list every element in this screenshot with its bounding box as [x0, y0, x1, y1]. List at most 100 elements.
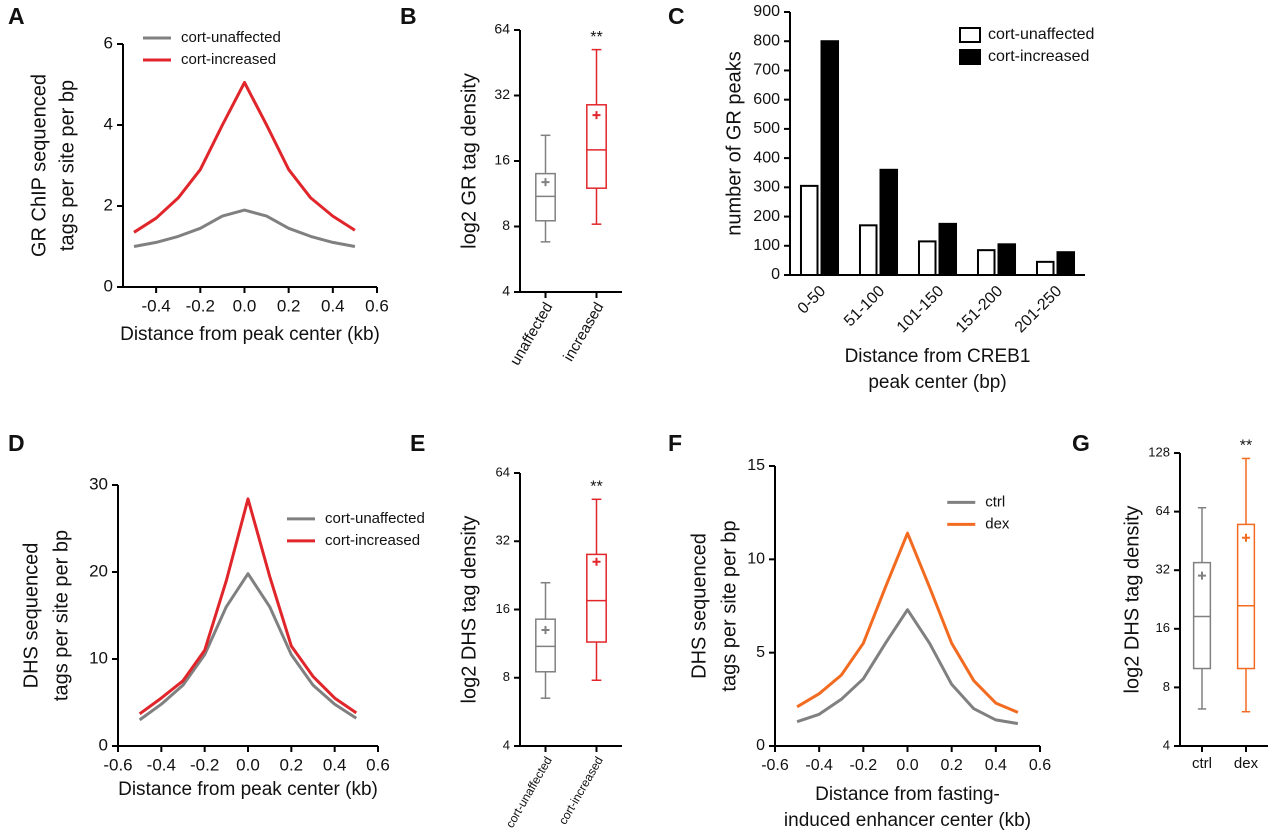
y-tick-label: 300: [753, 179, 780, 196]
x-tick-label: -0.4: [805, 757, 833, 774]
data-line: [796, 531, 1019, 714]
y-tick-label: 8: [502, 217, 510, 233]
y-tick-label: 500: [753, 120, 780, 137]
legend-swatch: [959, 49, 981, 65]
y-tick-label: 32: [494, 86, 510, 102]
x-tick-label: -0.4: [141, 296, 170, 315]
x-tick-label: -0.2: [850, 757, 878, 774]
y-tick-label: 2: [104, 195, 113, 214]
y-tick-label: 5: [756, 644, 765, 661]
x-tick-label: 0.4: [321, 296, 345, 315]
x-tick-label: 0.6: [366, 755, 390, 774]
x-tick-label: 0.2: [280, 755, 304, 774]
x-tick-label: cort-unaffected: [503, 754, 555, 830]
y-tick-label: 64: [494, 21, 510, 37]
x-axis-label: peak center (bp): [868, 372, 1006, 393]
x-tick-label: -0.2: [190, 755, 219, 774]
y-tick-label: 10: [89, 648, 108, 667]
x-tick-label: 0-50: [795, 283, 830, 318]
panel-letter: D: [8, 430, 25, 456]
y-tick-label: 800: [753, 32, 780, 49]
y-tick-label: 64: [1156, 503, 1170, 518]
y-axis-label: log2 DHS tag density: [458, 516, 480, 704]
data-line: [138, 497, 358, 716]
data-line: [133, 208, 356, 248]
data-line: [138, 572, 358, 722]
mean-marker: [541, 625, 550, 634]
bar: [820, 40, 840, 276]
y-tick-label: 16: [1156, 620, 1170, 635]
legend-label: cort-unaffected: [325, 510, 425, 527]
panel-letter: A: [8, 3, 25, 29]
panel-letter: G: [1072, 430, 1090, 456]
y-axis-label: number of GR peaks: [723, 51, 745, 236]
significance: **: [590, 29, 602, 46]
legend-label: ctrl: [985, 493, 1005, 510]
x-tick-label: -0.6: [103, 755, 132, 774]
x-axis-label: induced enhancer center (kb): [784, 810, 1031, 831]
y-tick-label: 600: [753, 91, 780, 108]
mean-marker: [592, 557, 601, 566]
y-tick-label: 4: [502, 283, 510, 299]
x-tick-label: 0.2: [941, 757, 963, 774]
bar: [976, 249, 996, 277]
y-tick-label: 0: [99, 735, 108, 754]
y-tick-label: 64: [496, 464, 510, 479]
box: [535, 172, 556, 222]
y-axis-label: tags per site per bp: [718, 520, 740, 691]
y-tick-label: 128: [1148, 444, 1170, 459]
significance: **: [590, 479, 602, 496]
x-tick-label: 0.0: [233, 296, 257, 315]
x-tick-label: increased: [560, 299, 607, 364]
y-axis-label: DHS sequenced: [688, 533, 710, 679]
panel-letter: E: [410, 430, 425, 456]
bar: [1056, 251, 1076, 276]
y-axis-label: log2 DHS tag density: [1121, 506, 1143, 694]
bar: [917, 240, 937, 276]
x-tick-label: -0.6: [761, 757, 789, 774]
legend-label: cort-increased: [181, 51, 276, 68]
y-tick-label: 900: [753, 3, 780, 20]
y-tick-label: 10: [747, 551, 765, 568]
y-tick-label: 4: [503, 737, 510, 752]
y-axis-label: DHS sequenced: [20, 543, 42, 689]
y-tick-label: 32: [496, 533, 510, 548]
box: [535, 618, 556, 673]
y-axis-label: log2 GR tag density: [458, 73, 480, 249]
legend-label: dex: [985, 515, 1010, 532]
y-tick-label: 0: [771, 266, 780, 283]
y-tick-label: 400: [753, 149, 780, 166]
box: [586, 553, 607, 643]
x-axis-label: Distance from CREB1: [845, 346, 1031, 367]
x-tick-label: -0.2: [186, 296, 215, 315]
y-axis-label: GR ChIP sequenced: [28, 74, 50, 257]
y-tick-label: 15: [747, 457, 765, 474]
x-tick-label: -0.4: [147, 755, 176, 774]
y-tick-label: 20: [89, 561, 108, 580]
y-tick-label: 32: [1156, 562, 1170, 577]
x-tick-label: 0.4: [323, 755, 347, 774]
x-tick-label: unaffected: [507, 299, 557, 368]
x-tick-label: 0.0: [896, 757, 918, 774]
x-tick-label: 0.6: [1029, 757, 1051, 774]
x-tick-label: 0.0: [236, 755, 260, 774]
y-tick-label: 100: [753, 237, 780, 254]
y-tick-label: 0: [756, 737, 765, 754]
x-axis-label: Distance from fasting-: [815, 784, 1000, 805]
bar: [858, 224, 878, 276]
y-tick-label: 4: [104, 114, 113, 133]
x-tick-label: 0.2: [277, 296, 301, 315]
panel-letter: F: [668, 430, 682, 456]
y-tick-label: 16: [494, 152, 510, 168]
x-tick-label: 201-250: [1012, 283, 1066, 337]
y-tick-label: 16: [496, 601, 510, 616]
mean-marker: [592, 111, 601, 120]
y-tick-label: 200: [753, 208, 780, 225]
x-axis-label: Distance from peak center (kb): [120, 324, 380, 345]
x-tick-label: 51-100: [841, 283, 888, 330]
y-tick-label: 0: [104, 276, 113, 295]
panel-letter: C: [668, 3, 685, 29]
x-tick-label: ctrl: [1192, 755, 1212, 772]
x-tick-label: 0.4: [985, 757, 1007, 774]
